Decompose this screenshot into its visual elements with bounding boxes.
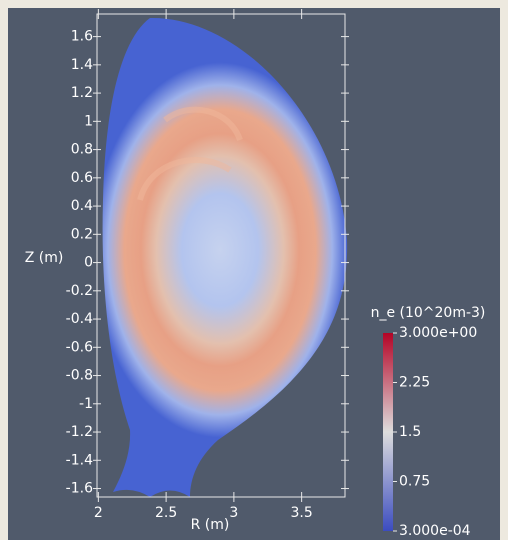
y-tick-label: 1.2 xyxy=(71,85,93,101)
y-tick-label: -1.4 xyxy=(66,452,93,468)
y-tick-label: 1 xyxy=(84,113,93,129)
y-tick-label: 0 xyxy=(84,255,93,271)
y-tick-label: -1.6 xyxy=(66,481,93,497)
y-tick-label: 0.2 xyxy=(71,226,93,242)
colorbar-tick-label: 0.75 xyxy=(399,474,430,490)
x-tick-label: 3 xyxy=(229,505,238,521)
colorbar-tick-label: 1.5 xyxy=(399,424,421,440)
x-tick-label: 3.5 xyxy=(291,505,313,521)
field-structure xyxy=(137,106,243,201)
y-tick-label: -0.6 xyxy=(66,339,93,355)
x-tick-label: 2 xyxy=(94,505,103,521)
y-tick-label: 0.6 xyxy=(71,170,93,186)
y-tick-label: -0.4 xyxy=(66,311,93,327)
y-tick-label: 1.6 xyxy=(71,29,93,45)
colorbar-tick-label: 2.25 xyxy=(399,375,430,391)
colorbar-tick-label: 3.000e-04 xyxy=(399,523,471,539)
y-tick-label: 1.4 xyxy=(71,57,93,73)
x-axis-label: R (m) xyxy=(191,517,230,533)
y-tick-label: 0.8 xyxy=(71,142,93,158)
y-axis-label: Z (m) xyxy=(25,250,64,266)
colorbar-tick-label: 3.000e+00 xyxy=(399,325,477,341)
y-tick-label: -0.8 xyxy=(66,368,93,384)
colorbar-label: n_e (10^20m-3) xyxy=(371,305,486,321)
y-tick-label: 0.4 xyxy=(71,198,93,214)
y-tick-label: -1.2 xyxy=(66,424,93,440)
colorbar xyxy=(383,333,393,531)
x-tick-label: 2.5 xyxy=(155,505,177,521)
axis-frame xyxy=(96,13,346,498)
y-tick-label: -0.2 xyxy=(66,283,93,299)
density-field xyxy=(102,17,348,498)
y-tick-label: -1 xyxy=(79,396,93,412)
